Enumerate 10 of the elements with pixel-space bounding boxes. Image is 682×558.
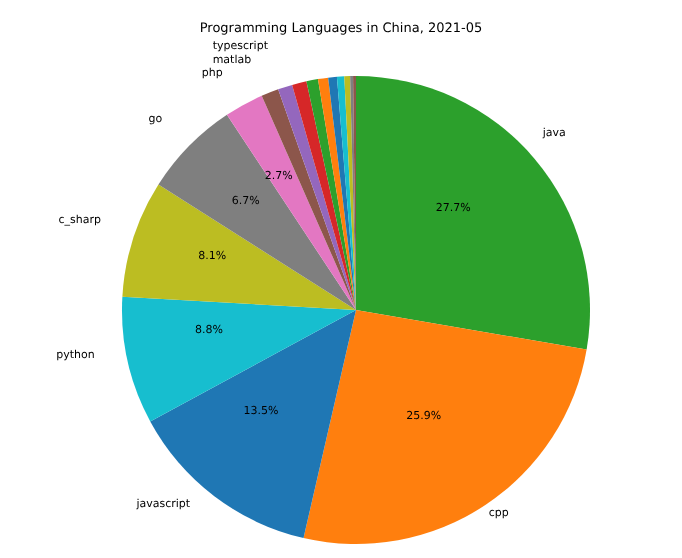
pie-slice [122,296,356,422]
pie-slice [292,81,356,310]
pie-slice [158,114,356,310]
pie-slice [261,89,356,310]
pie-slice [336,76,356,310]
pie-slice [303,310,587,544]
pie-slice [317,77,356,310]
pie-slice [226,95,356,310]
pie-slice [122,184,356,310]
pie-slice [328,76,356,310]
